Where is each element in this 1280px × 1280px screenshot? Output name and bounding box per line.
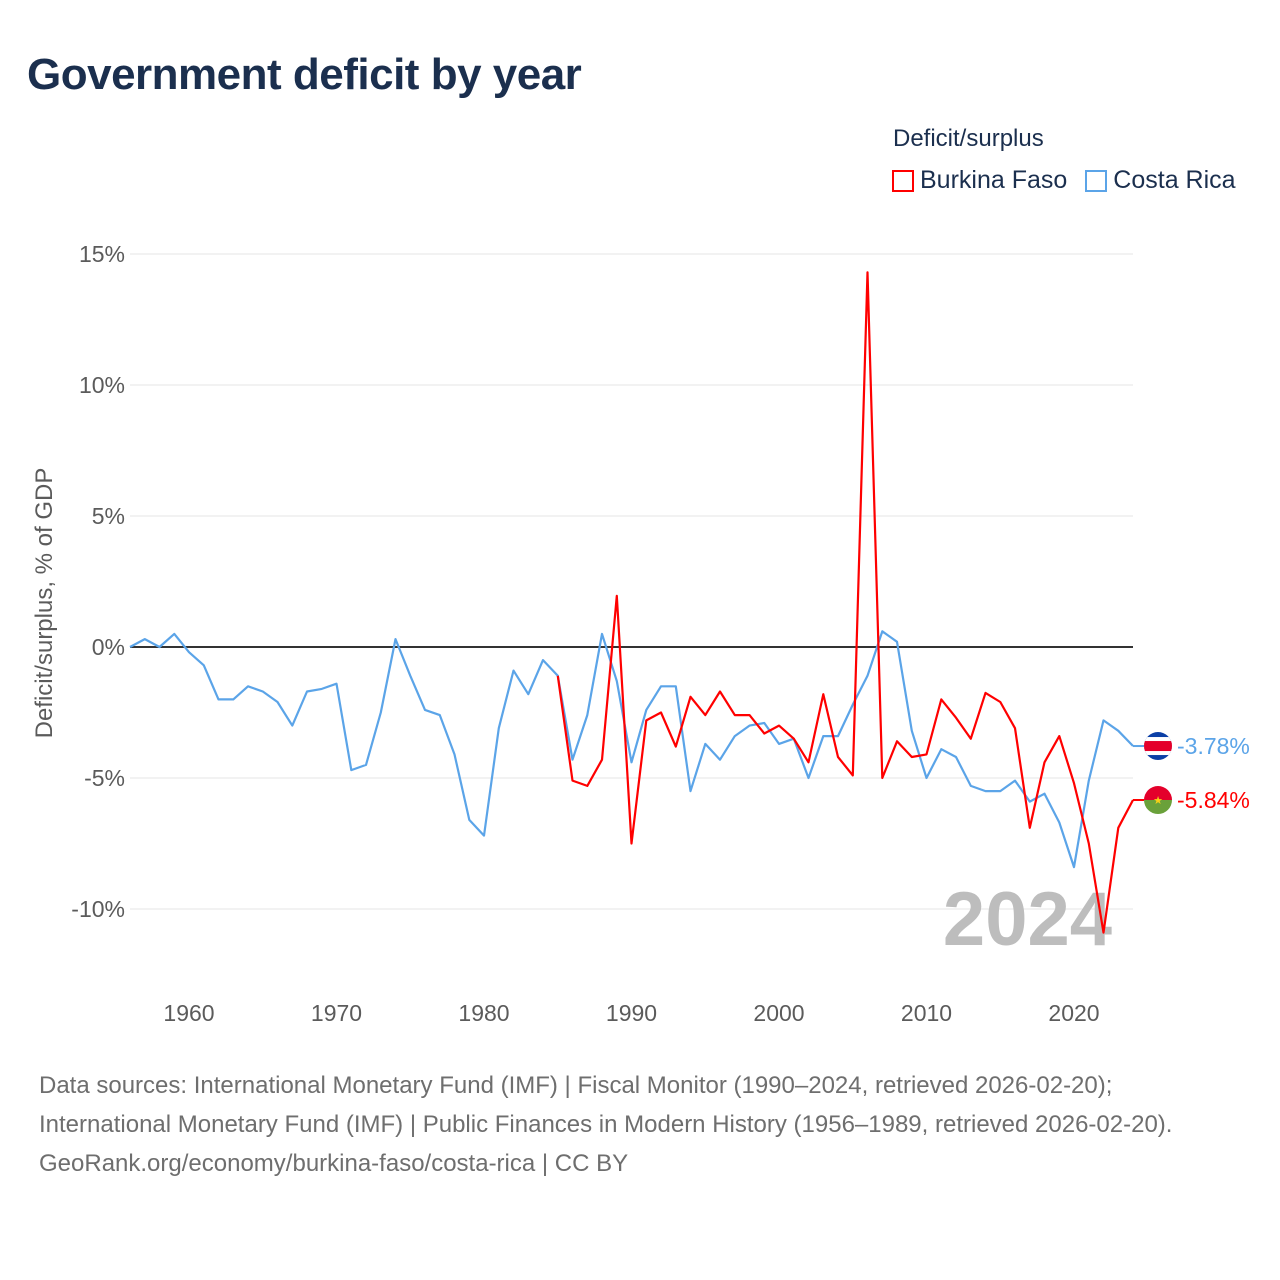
flag-star: ★ xyxy=(1153,795,1163,807)
end-value-label: -3.78% xyxy=(1177,733,1250,759)
legend-swatch-costa-rica xyxy=(1085,169,1108,192)
x-tick-label: 1980 xyxy=(458,1000,509,1026)
legend-item-burkina-faso[interactable]: Burkina Faso xyxy=(892,166,1067,195)
y-tick-label: 5% xyxy=(92,503,125,529)
data-sources: Data sources: International Monetary Fun… xyxy=(39,1072,1173,1138)
y-tick-label: -10% xyxy=(71,896,125,922)
costa-rica-flag-icon xyxy=(1144,732,1172,761)
flag-body: ★ xyxy=(1144,786,1172,815)
series-line-burkina-faso xyxy=(556,271,1134,934)
y-tick-label: 10% xyxy=(79,372,125,398)
x-tick-label: 1970 xyxy=(311,1000,362,1026)
footer: Data sources: International Monetary Fun… xyxy=(39,1066,1239,1183)
page-title: Government deficit by year xyxy=(27,50,582,99)
legend-item-costa-rica[interactable]: Costa Rica xyxy=(1085,166,1236,195)
y-tick-label: 0% xyxy=(92,634,125,660)
series-line-costa-rica xyxy=(129,630,1134,869)
legend-label: Costa Rica xyxy=(1113,166,1236,194)
line-chart: 15% 10% 5% 0% -5% -10% 1960 1970 1980 1990 2000 201… xyxy=(31,241,1250,1026)
x-tick-label: 2020 xyxy=(1048,1000,1099,1026)
flag-body xyxy=(1144,732,1172,761)
flag-stripe xyxy=(1144,800,1172,815)
x-tick-label: 2000 xyxy=(753,1000,804,1026)
end-value-label: -5.84% xyxy=(1177,787,1250,813)
y-tick-label: -5% xyxy=(84,765,125,791)
legend-swatch-burkina-faso xyxy=(892,169,914,192)
y-tick-label: 15% xyxy=(79,241,125,267)
burkina-faso-flag-icon: ★ xyxy=(1144,786,1172,815)
legend-label: Burkina Faso xyxy=(920,166,1068,194)
year-watermark: 2024 xyxy=(943,877,1112,962)
x-tick-label: 1960 xyxy=(163,1000,214,1026)
legend-title: Deficit/surplus xyxy=(893,125,1044,152)
credit-link[interactable]: GeoRank.org/economy/burkina-faso/costa-r… xyxy=(39,1150,629,1177)
flag-stripe xyxy=(1144,741,1172,752)
legend: Burkina Faso Costa Rica xyxy=(892,166,1236,195)
x-tick-label: 2010 xyxy=(901,1000,952,1026)
y-axis-label: Deficit/surplus, % of GDP xyxy=(31,468,58,739)
flag-stripe xyxy=(1144,786,1172,801)
x-tick-label: 1990 xyxy=(606,1000,657,1026)
